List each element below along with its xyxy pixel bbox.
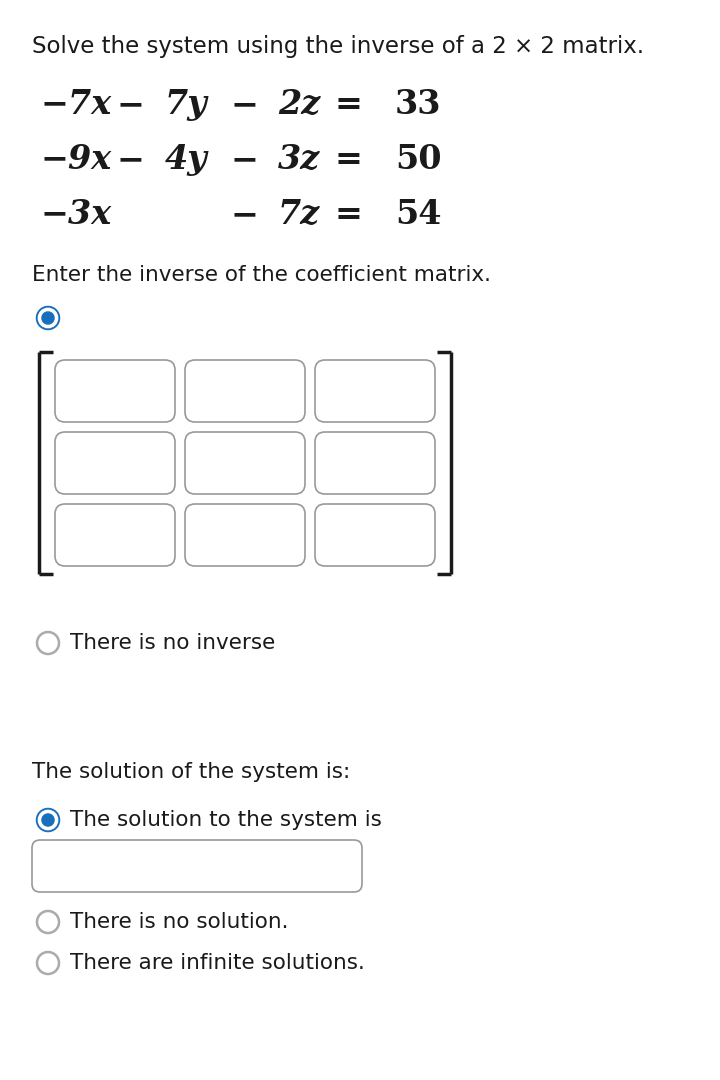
Text: −: − <box>231 143 259 176</box>
Text: −: − <box>116 87 144 121</box>
Text: There is no solution.: There is no solution. <box>70 912 289 932</box>
Text: =: = <box>334 143 362 176</box>
Text: −: − <box>231 198 259 231</box>
Text: −: − <box>231 87 259 121</box>
Text: There is no inverse: There is no inverse <box>70 633 275 653</box>
FancyBboxPatch shape <box>185 432 305 494</box>
Text: 2z: 2z <box>278 87 320 121</box>
Text: 4y: 4y <box>165 143 207 176</box>
FancyBboxPatch shape <box>55 432 175 494</box>
FancyBboxPatch shape <box>32 840 362 892</box>
Text: 3z: 3z <box>278 143 320 176</box>
FancyBboxPatch shape <box>55 360 175 422</box>
FancyBboxPatch shape <box>315 432 435 494</box>
Text: =: = <box>334 87 362 121</box>
FancyBboxPatch shape <box>185 504 305 566</box>
Text: =: = <box>334 198 362 231</box>
FancyBboxPatch shape <box>315 504 435 566</box>
Text: 7y: 7y <box>165 87 207 121</box>
Text: −: − <box>116 143 144 176</box>
FancyBboxPatch shape <box>55 504 175 566</box>
Circle shape <box>42 312 54 324</box>
FancyBboxPatch shape <box>185 360 305 422</box>
FancyBboxPatch shape <box>315 360 435 422</box>
Text: The solution to the system is: The solution to the system is <box>70 810 382 831</box>
Text: Enter the inverse of the coefficient matrix.: Enter the inverse of the coefficient mat… <box>32 265 491 285</box>
Text: 7z: 7z <box>278 198 320 231</box>
Circle shape <box>42 814 54 826</box>
Text: 50: 50 <box>395 143 441 176</box>
Text: The solution of the system is:: The solution of the system is: <box>32 762 350 782</box>
Text: Solve the system using the inverse of a 2 × 2 matrix.: Solve the system using the inverse of a … <box>32 35 644 58</box>
Text: −3x: −3x <box>40 198 111 231</box>
Text: 54: 54 <box>395 198 441 231</box>
Text: −9x: −9x <box>40 143 111 176</box>
Text: −7x: −7x <box>40 87 111 121</box>
Text: There are infinite solutions.: There are infinite solutions. <box>70 953 365 973</box>
Text: 33: 33 <box>395 87 441 121</box>
